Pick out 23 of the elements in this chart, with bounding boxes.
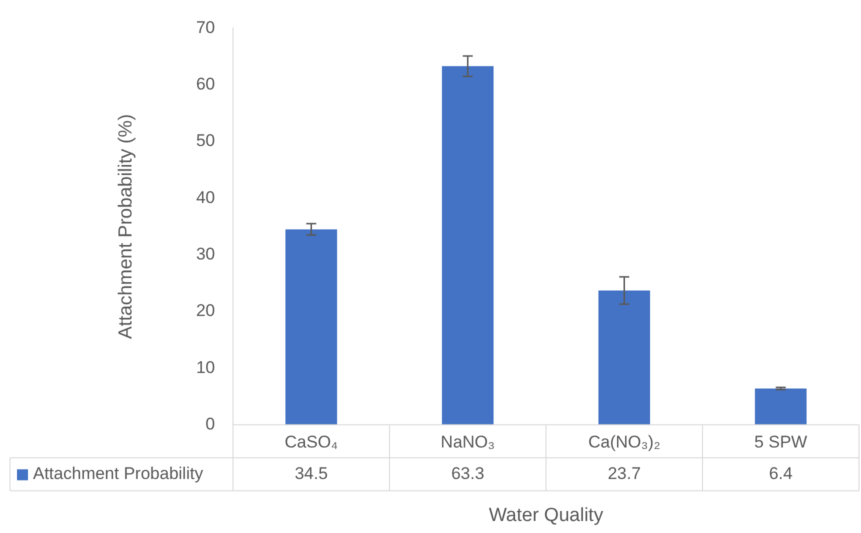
data-label: 63.3 [451,464,484,483]
y-tick-label: 70 [196,18,215,37]
x-tick-label: NaNO₃ [440,432,495,452]
y-tick-label: 30 [196,244,215,264]
bar [442,66,494,425]
data-label: 23.7 [608,464,641,483]
legend-label: Attachment Probability [33,464,204,483]
y-tick-label: 20 [196,301,215,320]
y-tick-label: 10 [196,358,215,377]
x-tick-label: 5 SPW [754,432,808,452]
x-tick-label: CaSO₄ [284,432,338,452]
bar [598,290,650,425]
y-tick-label: 0 [206,414,215,434]
x-axis-title: Water Quality [488,504,604,526]
y-tick-label: 50 [196,131,215,150]
y-tick-label: 40 [196,188,215,207]
data-label: 6.4 [768,464,793,483]
bar [754,388,807,425]
bar [285,229,338,425]
y-axis-title: Attachment Probability (%) [116,114,137,339]
y-tick-label: 60 [196,74,215,94]
x-tick-label: Ca(NO₃)₂ [588,432,660,452]
data-label: 34.5 [294,464,328,483]
